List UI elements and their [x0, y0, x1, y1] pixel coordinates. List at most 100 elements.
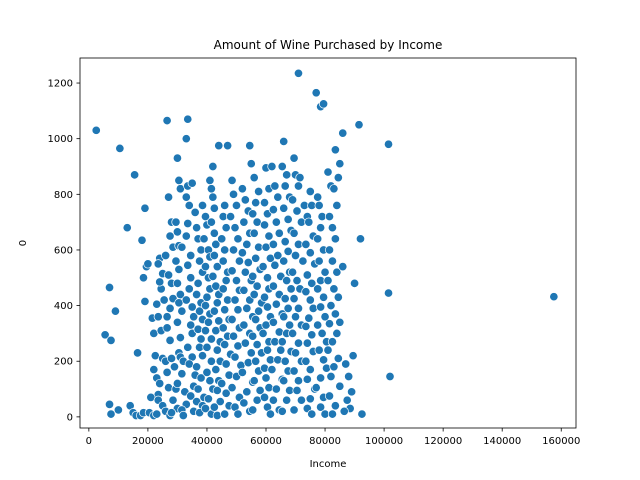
data-point	[218, 284, 228, 294]
data-point	[301, 356, 311, 366]
data-point	[195, 306, 205, 316]
data-point	[324, 212, 335, 222]
data-point	[212, 298, 222, 308]
data-point	[196, 334, 206, 344]
data-point	[249, 228, 259, 238]
data-point	[138, 273, 149, 283]
x-tick-label: 160000	[542, 436, 580, 447]
data-point	[335, 159, 345, 169]
data-point	[274, 327, 284, 337]
data-point	[293, 68, 304, 78]
data-point	[282, 276, 292, 286]
data-point	[209, 203, 219, 213]
data-point	[234, 256, 244, 266]
data-point	[305, 248, 315, 258]
data-point	[268, 317, 278, 327]
data-point	[246, 348, 256, 358]
data-point	[212, 345, 222, 355]
data-point	[332, 267, 342, 277]
data-point	[240, 267, 250, 277]
data-point	[226, 212, 236, 222]
data-point	[153, 312, 163, 322]
y-tick-label: 600	[54, 245, 73, 256]
data-point	[314, 200, 324, 210]
data-point	[311, 88, 321, 98]
data-point	[288, 267, 298, 277]
data-point	[277, 161, 287, 172]
data-point	[319, 99, 329, 109]
data-point	[323, 276, 333, 286]
data-point	[249, 376, 259, 386]
data-point	[293, 181, 304, 191]
data-point	[183, 260, 193, 270]
data-point	[220, 245, 230, 255]
data-point	[214, 141, 224, 151]
data-point	[169, 362, 180, 372]
data-point	[172, 278, 182, 288]
data-point	[279, 312, 289, 322]
data-point	[228, 189, 239, 199]
data-point	[104, 282, 115, 293]
data-point	[233, 305, 243, 315]
data-point	[283, 214, 293, 224]
data-point	[317, 328, 327, 338]
data-point	[316, 223, 326, 233]
x-tick-label: 60000	[250, 436, 282, 447]
data-point	[254, 306, 264, 316]
data-point	[189, 312, 199, 322]
data-point	[208, 271, 218, 281]
data-point	[199, 234, 209, 244]
data-point	[304, 313, 314, 323]
data-point	[355, 234, 366, 244]
data-point	[239, 217, 249, 227]
data-point	[239, 320, 249, 330]
data-point	[314, 345, 324, 355]
data-point	[137, 235, 147, 245]
data-point	[262, 345, 273, 355]
data-point	[140, 203, 150, 213]
data-point	[259, 392, 270, 402]
data-point	[279, 376, 289, 386]
data-point	[296, 395, 306, 405]
data-point	[255, 385, 265, 395]
data-point	[286, 284, 296, 294]
data-point	[178, 410, 188, 421]
data-point	[202, 342, 212, 352]
data-point	[357, 409, 367, 419]
data-point	[268, 239, 278, 249]
data-point	[344, 371, 354, 382]
data-point	[302, 338, 312, 348]
data-point	[181, 134, 191, 144]
data-point	[212, 410, 222, 421]
data-point	[288, 195, 298, 205]
data-point	[172, 153, 182, 163]
data-point	[549, 292, 559, 302]
data-point	[267, 365, 277, 375]
data-point	[106, 409, 116, 419]
data-point	[218, 323, 228, 333]
data-point	[313, 284, 323, 294]
data-point	[289, 294, 299, 304]
data-point	[333, 353, 343, 363]
x-axis-label: Income	[310, 459, 347, 470]
data-point	[214, 316, 224, 326]
data-point	[221, 388, 231, 398]
data-point	[220, 409, 230, 419]
data-point	[165, 303, 175, 313]
x-tick-label: 80000	[309, 436, 341, 447]
data-point	[220, 305, 230, 315]
data-point	[264, 383, 274, 393]
data-point	[171, 256, 181, 266]
data-point	[289, 405, 299, 415]
data-point	[301, 239, 311, 249]
data-point	[329, 184, 339, 194]
data-point	[218, 256, 228, 266]
data-point	[268, 281, 278, 291]
data-point	[248, 331, 258, 341]
data-point	[168, 395, 178, 405]
data-point	[324, 391, 335, 401]
data-point	[186, 320, 196, 330]
data-point	[217, 234, 227, 244]
data-point	[165, 231, 175, 241]
data-point	[171, 217, 181, 227]
